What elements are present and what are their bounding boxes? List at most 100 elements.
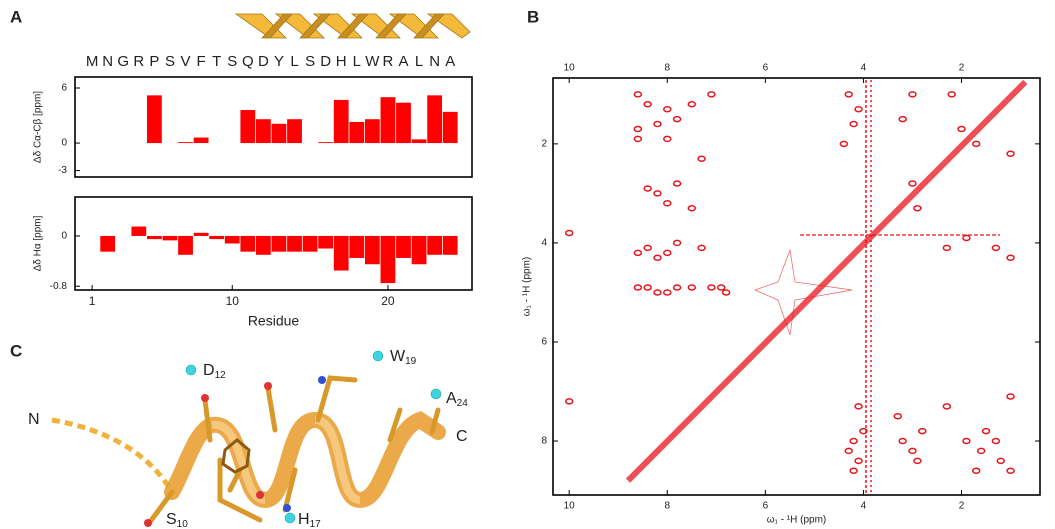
peak: [971, 467, 981, 474]
bar: [255, 235, 271, 255]
peak: [687, 205, 697, 212]
residue-label: D12: [203, 362, 226, 380]
peak: [908, 447, 917, 455]
bar: [302, 235, 318, 252]
peak: [942, 244, 952, 252]
sequence-letter: H: [336, 53, 347, 70]
bar: [100, 235, 116, 252]
peak: [663, 249, 672, 257]
peak: [849, 120, 858, 128]
peak: [854, 105, 863, 113]
peak: [663, 135, 672, 143]
y-tick-label: -0.8: [50, 281, 68, 292]
residue-index: 10: [177, 519, 189, 529]
residue-label: W19: [390, 348, 417, 366]
peak: [1006, 393, 1015, 400]
peak: [716, 284, 726, 291]
bar: [380, 235, 396, 284]
residue-index: 12: [215, 370, 227, 381]
peak: [859, 427, 868, 435]
residue-name: D: [203, 362, 215, 379]
peak: [971, 140, 981, 148]
y-axis-label: Δδ Hα [ppm]: [33, 215, 44, 271]
x-tick-label: 4: [861, 63, 867, 74]
bar: [255, 119, 271, 144]
residue-index: 19: [405, 356, 417, 367]
peak: [643, 100, 652, 108]
peak: [687, 284, 697, 291]
bar: [209, 235, 225, 240]
bar: [224, 235, 240, 244]
peak: [957, 125, 966, 133]
bar: [380, 97, 396, 144]
sequence-letter: S: [305, 53, 315, 70]
y-tick-label: -3: [58, 165, 67, 176]
bar: [349, 121, 365, 144]
sequence-letter: A: [445, 53, 455, 70]
sequence-letter: D: [320, 53, 331, 70]
residue-name: S: [166, 511, 177, 528]
peak: [697, 244, 706, 252]
peak: [564, 229, 574, 237]
sequence-letter: N: [429, 53, 440, 70]
peak: [1006, 150, 1015, 158]
solvent-streaks: [754, 80, 1000, 493]
peak: [633, 284, 643, 291]
peak: [981, 427, 991, 435]
plot-frame: [74, 196, 473, 291]
x-tick-label: 8: [664, 63, 670, 74]
bar: [271, 123, 287, 144]
y-tick-label: 6: [541, 337, 547, 348]
x-tick-label: 8: [664, 501, 670, 512]
peak: [643, 284, 652, 291]
peak: [653, 254, 662, 262]
peak: [707, 91, 716, 98]
diagonal: [625, 79, 1028, 483]
bar: [287, 119, 302, 144]
x-tick-label: 6: [763, 63, 769, 74]
residue-index: 17: [310, 519, 322, 529]
peak: [633, 125, 643, 133]
peak: [839, 140, 849, 148]
sequence-letter: S: [227, 53, 237, 70]
y-tick-label: 4: [541, 238, 547, 249]
panel-label: C: [10, 341, 22, 360]
x-axis-label: Residue: [248, 313, 300, 329]
bar: [193, 232, 209, 236]
y-tick-label: 8: [541, 436, 547, 447]
residue-name: W: [390, 348, 406, 365]
sequence-letter: A: [398, 53, 408, 70]
residue-label: A24: [446, 390, 468, 408]
sequence-letter: L: [353, 53, 361, 70]
sequence-letter: L: [290, 53, 298, 70]
bar: [411, 139, 427, 144]
bar: [287, 235, 302, 252]
plot-frame: [552, 77, 1041, 496]
bar: [364, 119, 380, 144]
bar: [364, 235, 380, 265]
peak: [653, 190, 662, 197]
peak: [991, 437, 1001, 445]
x-tick-label: 4: [861, 501, 867, 512]
residue-label: H17: [298, 511, 321, 529]
peak: [663, 289, 672, 296]
sequence-letter: F: [197, 53, 206, 70]
x-axis-label: ω₁ - ¹H (ppm): [767, 515, 827, 526]
peak: [653, 120, 662, 128]
peak: [898, 437, 907, 445]
peak: [672, 115, 682, 123]
bar: [147, 235, 162, 240]
residue-label: C: [456, 428, 468, 445]
bar: [162, 235, 178, 241]
y-tick-label: 2: [541, 139, 547, 150]
bar: [178, 142, 193, 144]
peak: [854, 403, 863, 410]
bar: [271, 235, 287, 252]
peak: [707, 284, 716, 291]
residue-label: N: [28, 411, 40, 428]
bar: [147, 95, 162, 144]
peak: [1006, 467, 1015, 474]
peak: [844, 447, 853, 455]
sequence-letter: R: [133, 53, 144, 70]
residue-name: C: [456, 428, 468, 445]
